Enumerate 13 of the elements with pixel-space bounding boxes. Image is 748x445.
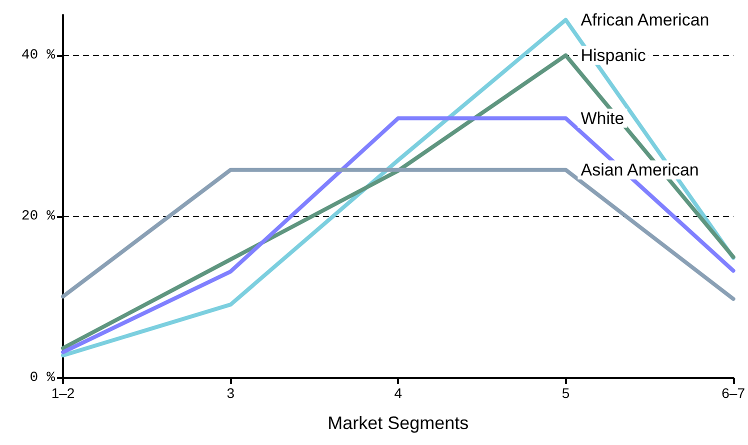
y-tick-label: 40 % <box>21 47 56 64</box>
series-label: White <box>580 108 624 128</box>
series-label: Asian American <box>580 160 699 180</box>
x-tick-label: 5 <box>562 385 570 401</box>
x-tick-label: 4 <box>394 385 402 401</box>
x-axis-title: Market Segments <box>328 413 469 433</box>
y-tick-label: 0 % <box>30 370 56 386</box>
x-tick-label: 6–7 <box>722 385 746 401</box>
x-tick-label: 1–2 <box>51 385 75 401</box>
y-tick-label: 20 % <box>21 208 56 225</box>
series-label: African American <box>580 10 710 30</box>
x-tick-label: 3 <box>226 385 235 401</box>
series-label: Hispanic <box>580 46 646 65</box>
